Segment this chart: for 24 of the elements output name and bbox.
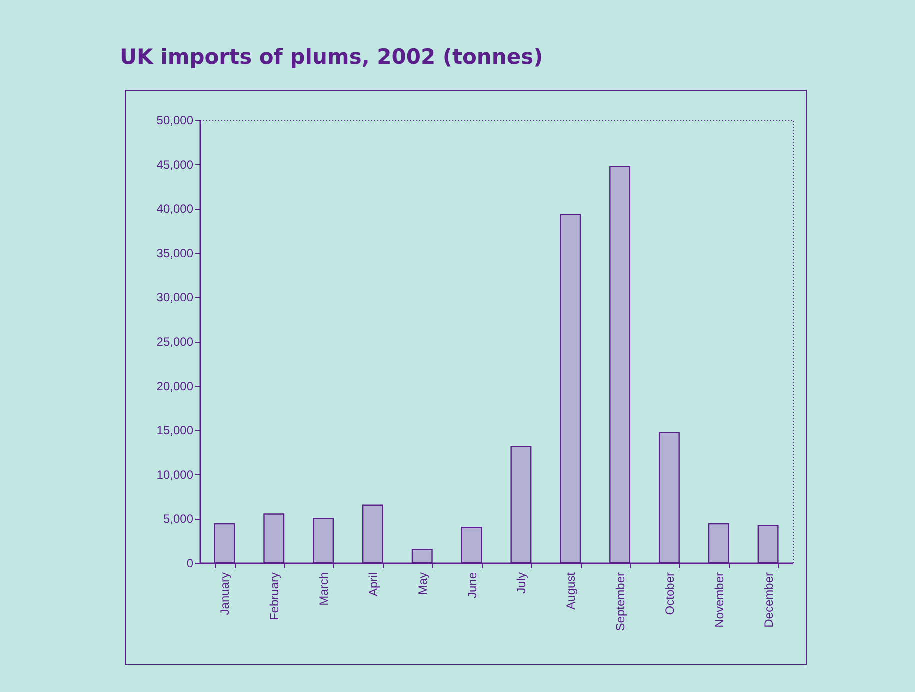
y-tick-label: 40,000 [156,202,194,216]
x-tick-label: July [514,572,529,594]
x-tick-label: December [762,572,776,628]
x-tick-label: June [465,572,480,599]
x-tick-label: May [416,572,430,596]
y-tick-label: 25,000 [156,335,194,349]
x-tick-label: January [218,572,232,616]
y-tick-label: 20,000 [156,379,194,394]
x-tick-label: March [317,572,332,606]
x-tick-label: April [366,572,380,597]
x-tick-label: September [614,572,628,632]
y-tick-label: 35,000 [156,246,194,260]
y-tick-label: 30,000 [156,290,194,305]
x-tick-label: November [712,572,726,628]
y-tick-label: 5,000 [163,512,194,526]
chart-title: UK imports of plums, 2002 (tonnes) [120,45,544,69]
y-tick-label: 15,000 [156,424,194,438]
x-tick-label: October [662,572,677,616]
y-tick-label: 0 [186,556,194,570]
y-tick-label: 45,000 [156,158,194,172]
y-tick-label: 10,000 [156,468,194,482]
x-tick-label: August [564,572,578,610]
x-tick-label: February [268,572,282,621]
y-tick-label: 50,000 [156,114,194,128]
